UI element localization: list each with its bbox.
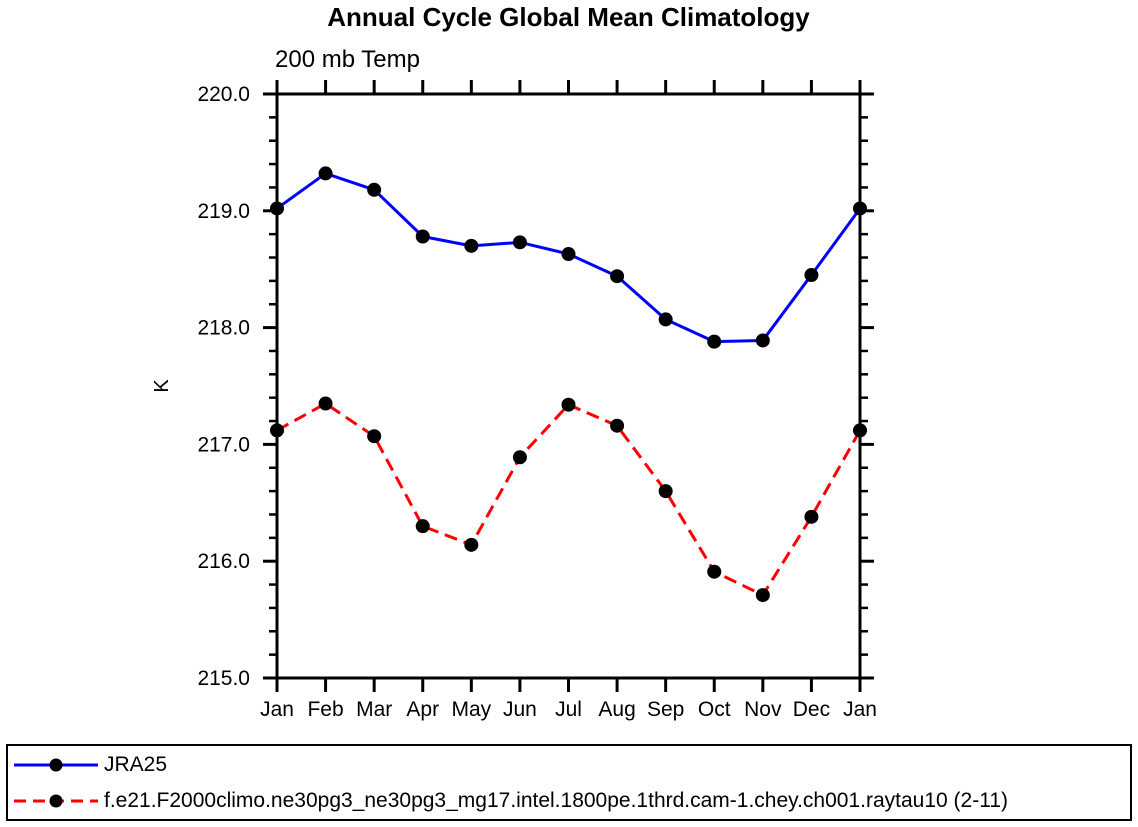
x-tick-label: Feb — [307, 698, 343, 721]
x-tick-label: Mar — [356, 698, 392, 721]
data-point-marker-0 — [561, 247, 576, 262]
data-point-marker-1 — [610, 418, 625, 433]
x-tick-label: Jan — [260, 698, 294, 721]
x-tick-label: Aug — [598, 698, 635, 721]
series-line-1 — [276, 402, 862, 597]
legend-label-jra25: JRA25 — [104, 753, 168, 776]
legend-box: JRA25 f.e21.F2000climo.ne30pg3_ne30pg3_m… — [6, 744, 1132, 821]
legend-line-sample-dashed — [14, 794, 98, 808]
x-tick-label: Dec — [793, 698, 830, 721]
data-point-marker-1 — [318, 396, 333, 411]
data-point-marker-0 — [755, 333, 770, 348]
data-point-marker-0 — [415, 229, 430, 244]
data-point-marker-1 — [512, 450, 527, 465]
data-point-marker-1 — [415, 519, 430, 534]
data-point-marker-1 — [464, 537, 479, 552]
data-point-marker-0 — [464, 238, 479, 253]
data-point-marker-0 — [804, 268, 819, 283]
data-point-marker-0 — [610, 269, 625, 284]
legend-entry-model: f.e21.F2000climo.ne30pg3_ne30pg3_mg17.in… — [10, 784, 1008, 818]
chart-title: Annual Cycle Global Mean Climatology — [327, 2, 810, 32]
data-point-marker-0 — [318, 166, 333, 181]
y-tick-label: 215.0 — [197, 667, 250, 690]
x-tick-label: May — [451, 698, 491, 721]
data-point-marker-1 — [804, 509, 819, 524]
y-tick-label: 220.0 — [197, 83, 250, 106]
data-point-marker-0 — [270, 201, 284, 216]
y-tick-label: 219.0 — [197, 200, 250, 223]
data-point-marker-1 — [755, 588, 770, 603]
x-tick-label: Jan — [843, 698, 877, 721]
x-tick-label: Sep — [647, 698, 684, 721]
data-point-marker-1 — [853, 423, 867, 438]
annual-cycle-line-chart: 215.0 216.0 217.0 218.0 219.0 220.0 Jan Feb Mar A… — [151, 80, 877, 721]
x-tick-label: Nov — [744, 698, 782, 721]
legend-label-model: f.e21.F2000climo.ne30pg3_ne30pg3_mg17.in… — [104, 789, 1009, 812]
x-tick-label: Jul — [555, 698, 582, 721]
y-tick-label: 217.0 — [197, 433, 250, 456]
x-tick-label: Oct — [698, 698, 731, 721]
data-point-marker-1 — [367, 429, 382, 444]
data-point-marker-1 — [658, 484, 673, 499]
chart-subtitle: 200 mb Temp — [275, 46, 420, 73]
data-point-marker-0 — [367, 182, 382, 197]
legend-line-sample-solid — [14, 758, 98, 772]
legend-entry-jra25: JRA25 — [10, 748, 167, 782]
data-point-marker-1 — [561, 397, 576, 412]
data-point-marker-0 — [658, 312, 673, 327]
x-tick-label: Apr — [406, 698, 439, 721]
data-point-marker-1 — [707, 564, 722, 579]
plot-frame — [275, 92, 862, 680]
x-tick-label: Jun — [503, 698, 537, 721]
data-point-marker-0 — [707, 334, 722, 349]
y-tick-label: 216.0 — [197, 550, 250, 573]
y-axis-label: K — [151, 379, 173, 393]
data-point-marker-1 — [270, 423, 284, 438]
y-tick-label: 218.0 — [197, 317, 250, 340]
data-point-marker-0 — [512, 235, 527, 250]
data-point-marker-0 — [853, 201, 867, 216]
